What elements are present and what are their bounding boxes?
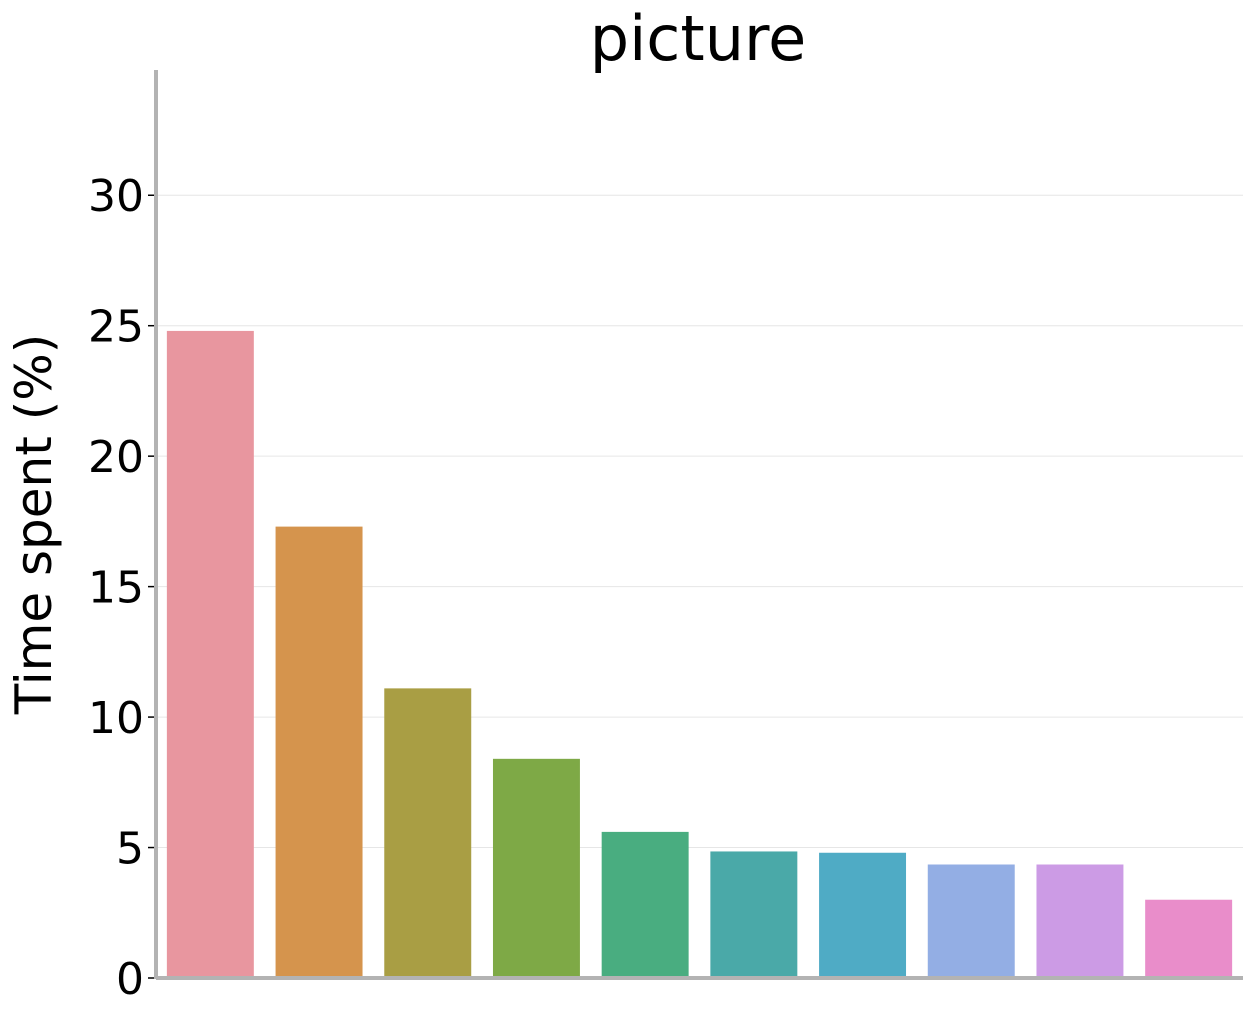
y-tick-label: 15 [88,563,144,614]
chart-title: picture [590,2,807,75]
bar [710,851,798,978]
bar [384,688,472,978]
bar [275,526,363,978]
bar [1036,864,1124,978]
y-tick-label: 10 [88,693,144,744]
y-tick-label: 25 [88,302,144,353]
bar [492,758,580,978]
bar [1145,899,1233,978]
y-tick-label: 5 [116,824,144,875]
y-axis-label: Time spent (%) [5,334,63,716]
bars [166,330,1233,978]
y-tick-label: 0 [116,954,144,1005]
y-tick-label: 20 [88,432,144,483]
y-tick-label: 30 [88,171,144,222]
bar [927,864,1015,978]
y-ticks: 0 5 10 15 20 25 30 [88,171,156,1005]
bar [819,852,907,978]
bar [601,831,689,978]
bar [166,330,254,978]
